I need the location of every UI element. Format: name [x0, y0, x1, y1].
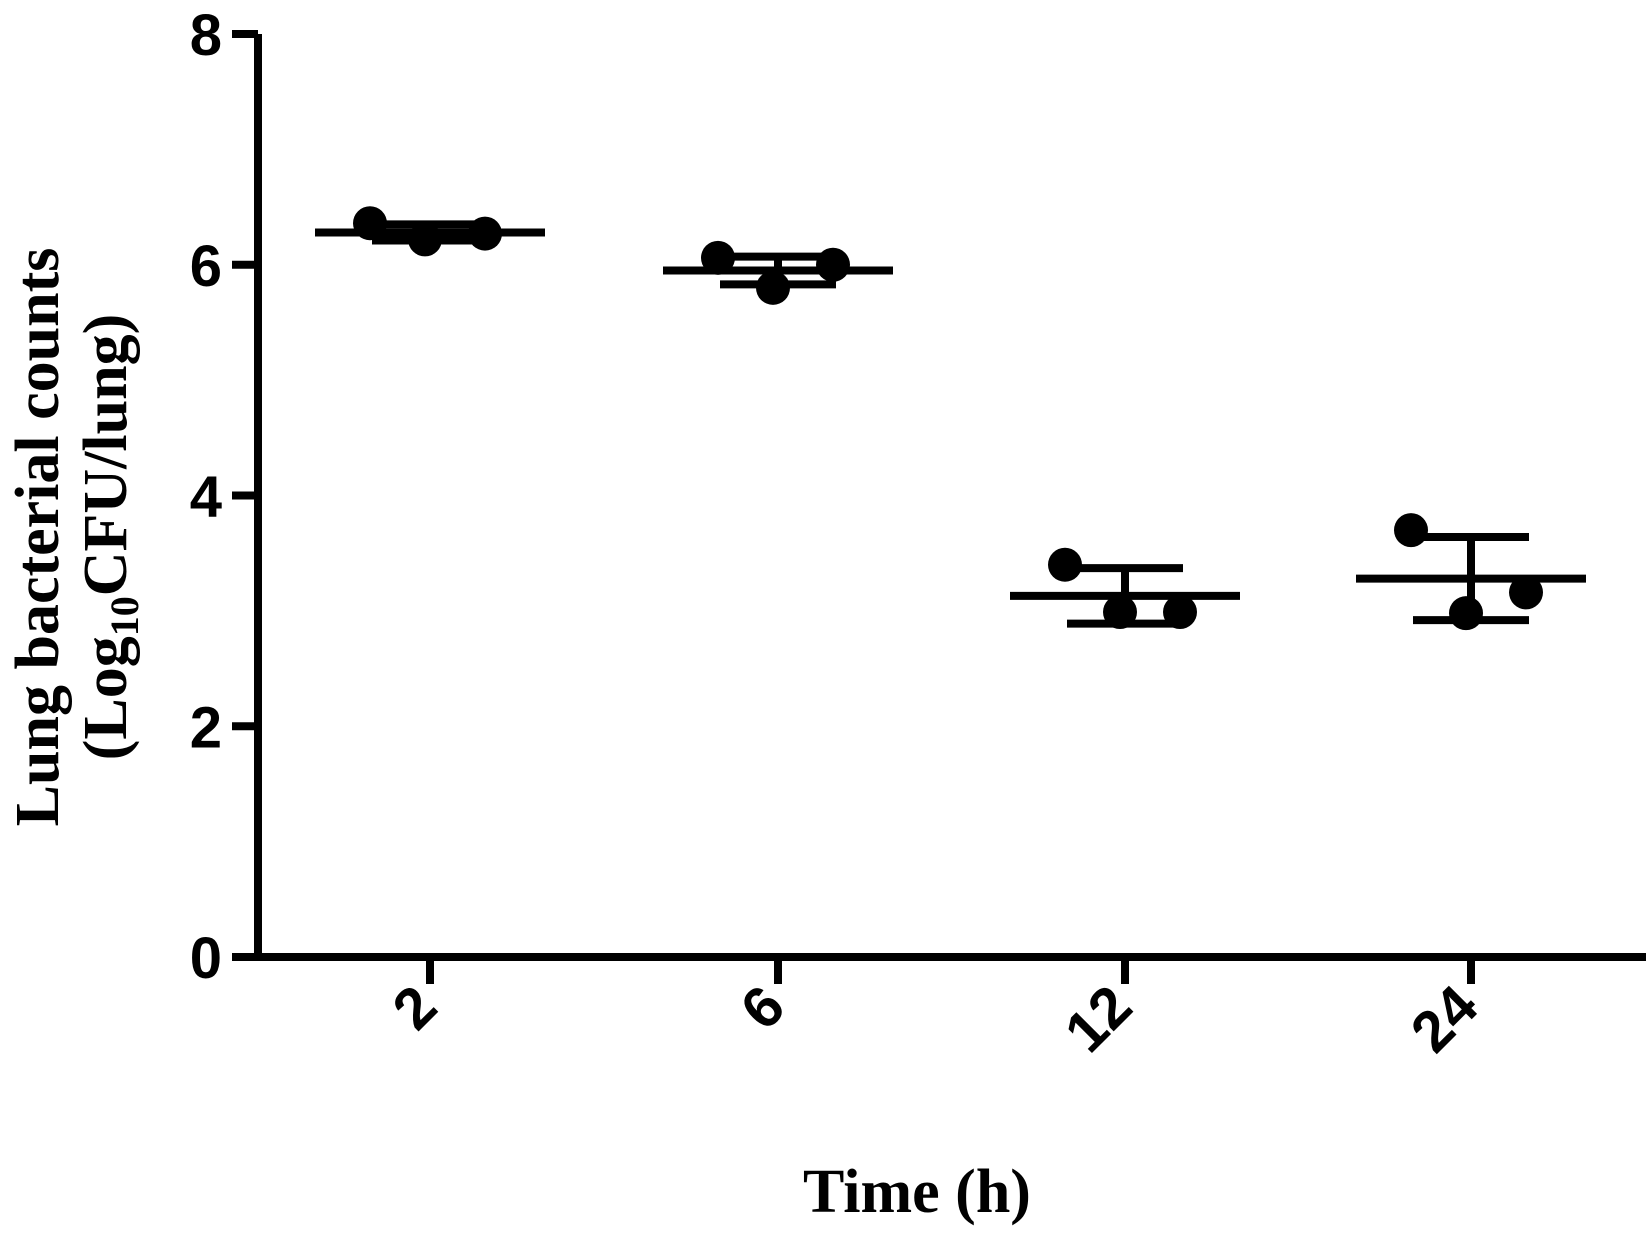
x-tick-label: 2 [380, 973, 449, 1042]
data-point [1048, 547, 1082, 582]
data-groups [315, 206, 1586, 631]
x-tick-label: 6 [728, 973, 797, 1042]
data-point [1509, 575, 1543, 610]
y-axis-title-line2: (Log10CFU/lung) [72, 314, 147, 760]
y-axis-title-subscript: 10 [102, 596, 147, 636]
y-tick-label: 4 [190, 465, 222, 530]
group-24h [1356, 513, 1586, 631]
group-2h [315, 206, 545, 257]
y-axis-title-line1: Lung bacterial counts [4, 248, 72, 827]
axes [254, 34, 1646, 961]
y-tick-label: 0 [190, 926, 222, 991]
group-12h [1010, 547, 1240, 630]
data-point [1394, 513, 1428, 548]
data-point [1449, 596, 1483, 631]
y-axis-title-suffix: CFU/lung) [72, 314, 140, 596]
y-tick-label: 8 [190, 3, 222, 68]
y-ticks: 0 2 4 6 8 [190, 3, 258, 991]
y-tick-label: 6 [190, 234, 222, 299]
y-tick-label: 2 [190, 695, 222, 760]
data-point [701, 240, 735, 275]
x-axis-title: Time (h) [803, 1158, 1031, 1226]
x-tick-label: 24 [1399, 973, 1491, 1065]
y-axis-title-prefix: (Log [72, 636, 140, 760]
x-tick-label: 12 [1053, 973, 1145, 1065]
x-ticks: 2 6 12 24 [380, 957, 1490, 1065]
group-6h [663, 240, 893, 305]
